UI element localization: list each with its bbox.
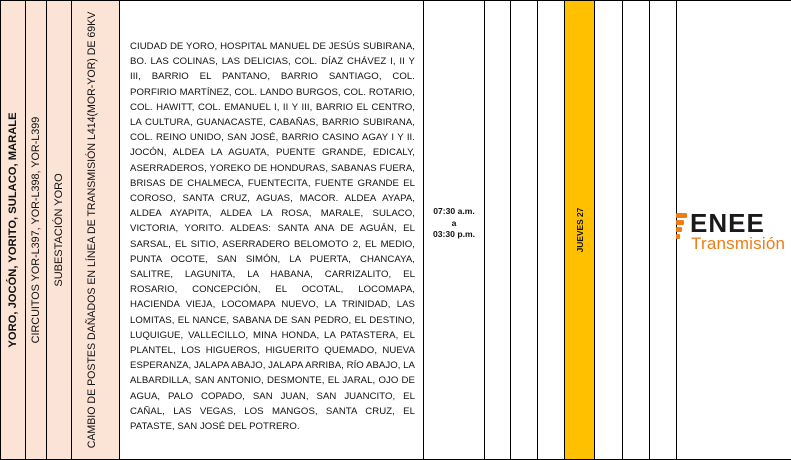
enee-logo-subtitle: Transmisión (691, 234, 786, 253)
time-separator: a (451, 217, 457, 228)
substation-cell: SUBESTACIÓN YORO (47, 1, 72, 459)
empty-cell-4 (595, 1, 623, 459)
day-label: JUEVES 27 (574, 207, 585, 253)
empty-cell-6 (650, 1, 677, 459)
empty-cell-2 (511, 1, 538, 459)
circuits-cell: CIRCUITOS YOR-L397, YOR-L398, YOR-L399 (26, 1, 47, 459)
zone-cell: YORO, JOCÓN, YORITO, SULACO, MARALE (0, 1, 26, 459)
empty-cell-1 (485, 1, 511, 459)
substation-label: SUBESTACIÓN YORO (53, 173, 65, 287)
schedule-time: 07:30 a.m. a 03:30 p.m. (424, 206, 484, 241)
work-description-cell: CAMBIO DE POSTES DAÑADOS EN LÍNEA DE TRA… (72, 1, 120, 459)
empty-cell-5 (623, 1, 650, 459)
work-description-label: CAMBIO DE POSTES DAÑADOS EN LÍNEA DE TRA… (85, 11, 98, 449)
time-end: 03:30 p.m. (432, 229, 476, 239)
enee-logo: ENEE Transmisión (676, 208, 791, 256)
empty-cell-3 (538, 1, 565, 459)
affected-areas-text: CIUDAD DE YORO, HOSPITAL MANUEL DE JESÚS… (130, 41, 415, 433)
enee-logo-name: ENEE (690, 208, 765, 238)
affected-areas-cell (120, 1, 424, 459)
time-cell (424, 1, 485, 459)
time-start: 07:30 a.m. (433, 206, 475, 216)
enee-logo-mark-icon (676, 213, 689, 240)
day-cell: JUEVES 27 (565, 1, 595, 459)
zone-label: YORO, JOCÓN, YORITO, SULACO, MARALE (7, 112, 19, 348)
circuits-label: CIRCUITOS YOR-L397, YOR-L398, YOR-L399 (30, 116, 42, 344)
